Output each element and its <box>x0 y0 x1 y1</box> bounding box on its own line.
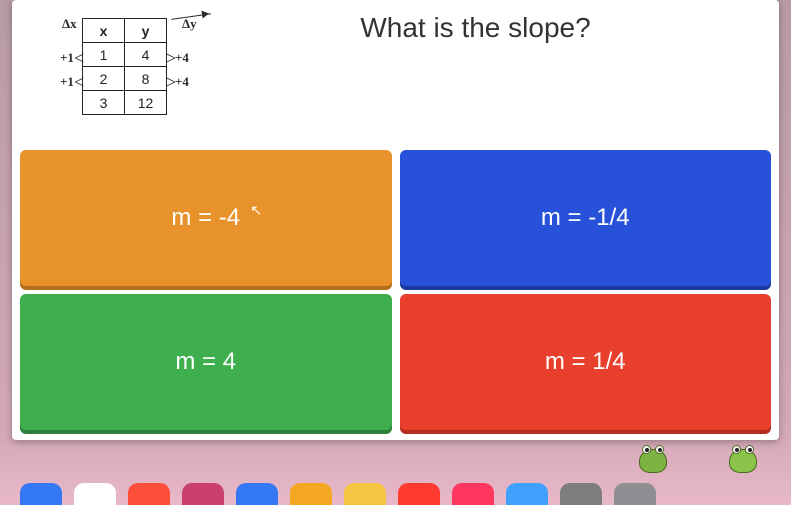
left-step-2: +1 <box>60 74 74 90</box>
dock-app-icon[interactable] <box>20 483 62 505</box>
table-row: 1 4 <box>83 43 167 67</box>
macos-dock <box>0 463 791 505</box>
right-step-2: +4 <box>175 74 189 90</box>
prompt-area: Δx Δy +1 < +1 < +4 > +4 > x y 1 4 2 <box>12 0 779 150</box>
table-row: 3 12 <box>83 91 167 115</box>
answer-grid: m = -4 ↖ m = -1/4 m = 4 m = 1/4 <box>12 150 779 440</box>
answer-option-d[interactable]: m = 1/4 <box>400 294 772 430</box>
answer-option-b[interactable]: m = -1/4 <box>400 150 772 286</box>
dock-app-icon[interactable] <box>128 483 170 505</box>
xy-table-container: Δx Δy +1 < +1 < +4 > +4 > x y 1 4 2 <box>32 12 232 115</box>
dock-app-icon[interactable] <box>398 483 440 505</box>
quiz-slide: Δx Δy +1 < +1 < +4 > +4 > x y 1 4 2 <box>12 0 779 440</box>
cursor-icon: ↖ <box>250 202 262 219</box>
dock-app-icon[interactable] <box>182 483 224 505</box>
dock-app-icon[interactable] <box>236 483 278 505</box>
question-text: What is the slope? <box>360 12 590 44</box>
dock-app-icon[interactable] <box>506 483 548 505</box>
bracket-icon: > <box>166 72 176 93</box>
xy-table: x y 1 4 2 8 3 12 <box>82 18 167 115</box>
dock-app-icon[interactable] <box>560 483 602 505</box>
dock-app-icon[interactable] <box>614 483 656 505</box>
col-header-x: x <box>83 19 125 43</box>
bracket-icon: > <box>166 48 176 69</box>
answer-label: m = -1/4 <box>541 204 630 232</box>
dock-app-icon[interactable] <box>452 483 494 505</box>
left-step-1: +1 <box>60 50 74 66</box>
dock-app-icon[interactable] <box>344 483 386 505</box>
table-row: 2 8 <box>83 67 167 91</box>
question-container: What is the slope? <box>232 12 759 44</box>
answer-option-c[interactable]: m = 4 <box>20 294 392 430</box>
col-header-y: y <box>125 19 167 43</box>
answer-label: m = 1/4 <box>545 348 626 376</box>
answer-label: m = -4 <box>171 204 240 232</box>
answer-option-a[interactable]: m = -4 ↖ <box>20 150 392 286</box>
bracket-icon: < <box>74 48 84 69</box>
answer-label: m = 4 <box>175 348 236 376</box>
dock-app-icon[interactable] <box>290 483 332 505</box>
dock-app-icon[interactable] <box>74 483 116 505</box>
delta-x-label: Δx <box>62 16 77 32</box>
bracket-icon: < <box>74 72 84 93</box>
right-step-1: +4 <box>175 50 189 66</box>
